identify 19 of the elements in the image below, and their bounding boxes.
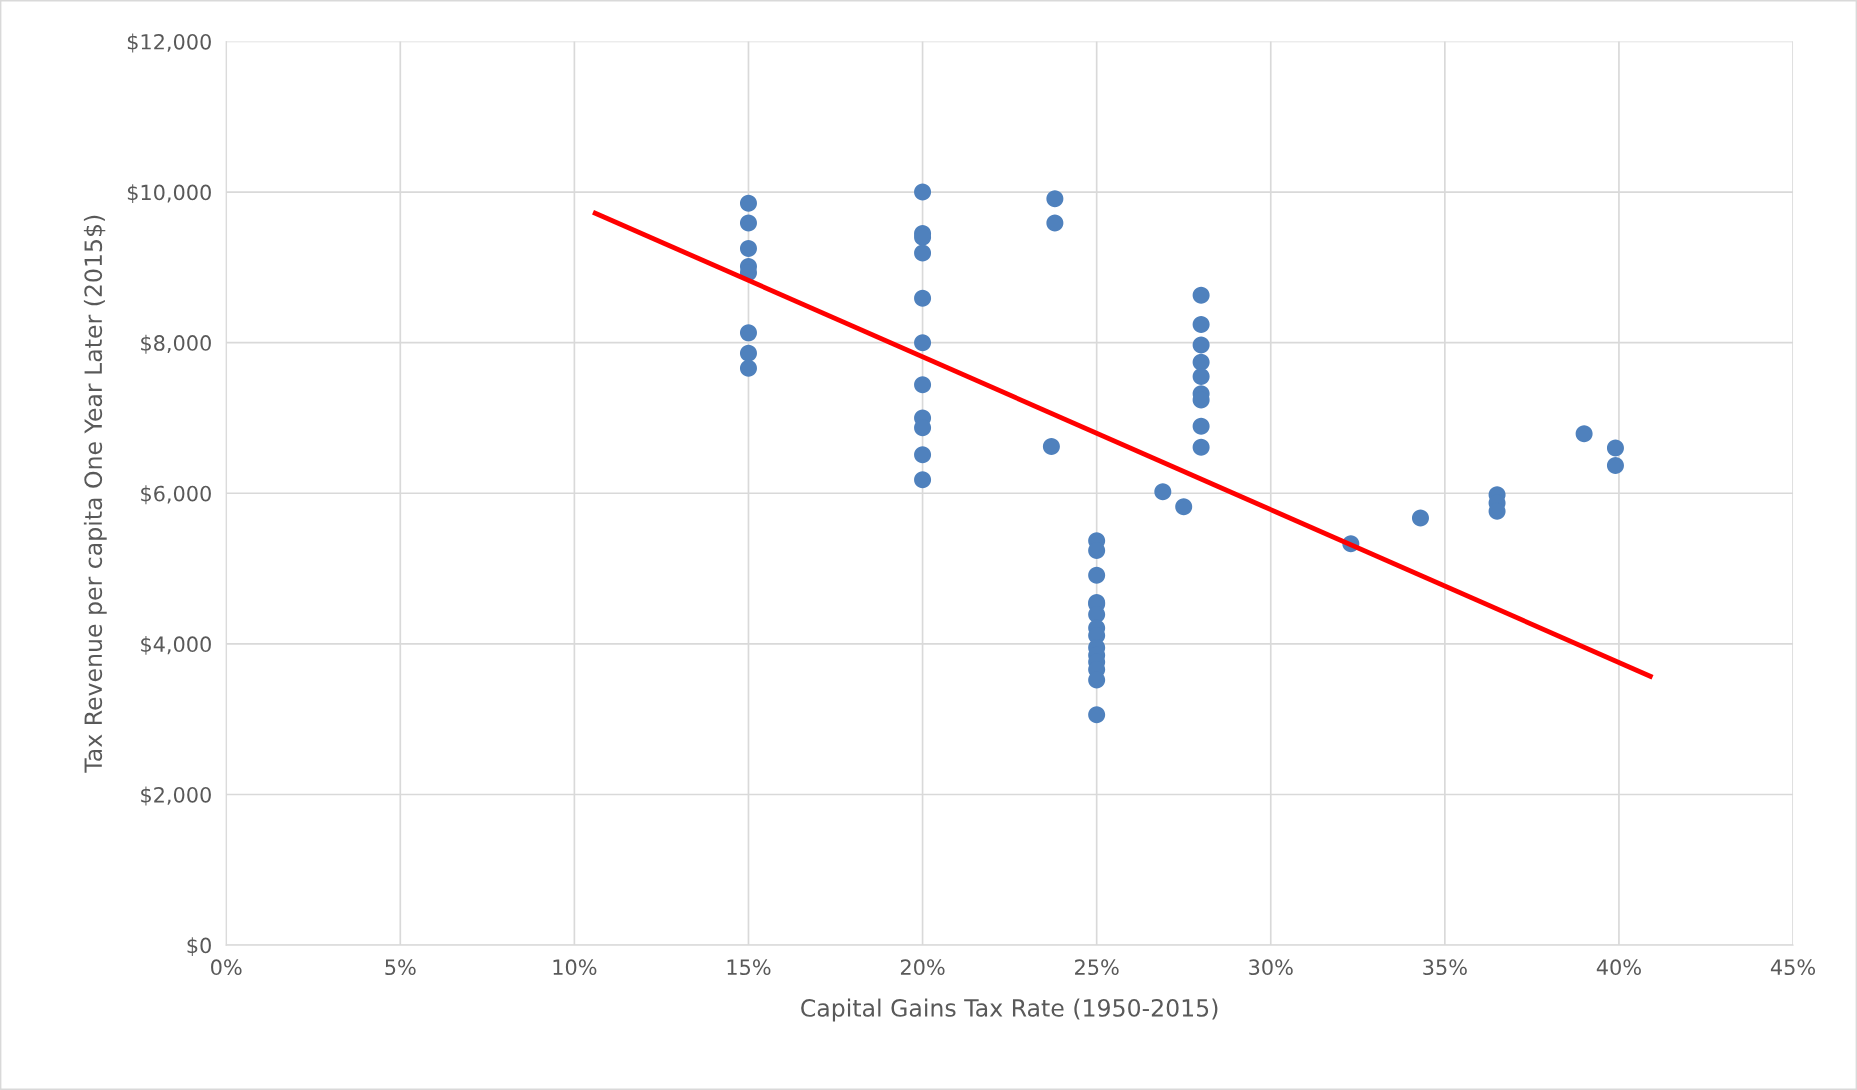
x-tick-label: 5%	[385, 959, 416, 976]
x-tick-label: 10%	[553, 959, 597, 976]
y-tick-label: $6,000	[141, 485, 211, 505]
y-tick-label: $4,000	[141, 635, 211, 655]
y-tick-label: $12,000	[127, 33, 211, 53]
y-tick-label: $10,000	[127, 184, 211, 204]
y-axis-title: Tax Revenue per capita One Year Later (2015$)	[83, 215, 107, 773]
x-tick-label: 15%	[727, 959, 771, 976]
x-tick-label: 40%	[1596, 959, 1641, 976]
x-tick-label: 30%	[1249, 959, 1293, 976]
y-tick-label: $2,000	[141, 786, 211, 806]
x-tick-label: 35%	[1423, 959, 1467, 976]
y-tick-label: $0	[187, 937, 211, 957]
y-tick-label: $8,000	[141, 334, 211, 354]
x-tick-label: 0%	[211, 959, 242, 976]
x-tick-label: 25%	[1075, 959, 1119, 976]
x-tick-label: 20%	[900, 959, 945, 976]
x-axis-title: Capital Gains Tax Rate (1950-2015)	[801, 998, 1218, 1022]
x-tick-label: 45%	[1770, 959, 1816, 976]
